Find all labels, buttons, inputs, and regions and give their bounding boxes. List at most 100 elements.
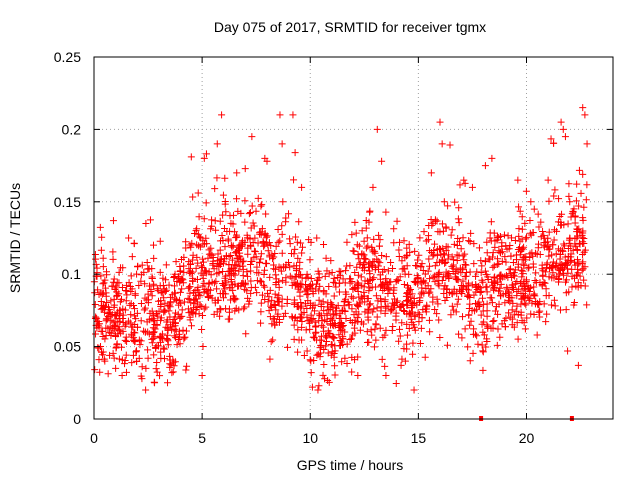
- data-point: [320, 307, 328, 315]
- data-point: [410, 323, 418, 331]
- data-point: [332, 307, 340, 315]
- data-point: [188, 308, 196, 316]
- data-point: [526, 216, 534, 224]
- data-point: [579, 258, 587, 266]
- data-point: [460, 256, 468, 264]
- data-point: [317, 342, 325, 350]
- data-point: [504, 288, 512, 296]
- data-point: [526, 229, 534, 237]
- data-point: [189, 304, 197, 312]
- data-point: [421, 270, 429, 278]
- data-point: [484, 276, 492, 284]
- data-point: [194, 259, 202, 267]
- data-point: [286, 235, 294, 243]
- data-point: [501, 253, 509, 261]
- data-point: [491, 243, 499, 251]
- data-point: [199, 312, 207, 320]
- data-point: [248, 133, 256, 141]
- data-point: [314, 267, 322, 275]
- data-point: [105, 328, 113, 336]
- data-point: [130, 240, 138, 248]
- data-point: [131, 291, 139, 299]
- data-point: [573, 225, 581, 233]
- data-point: [502, 258, 510, 266]
- data-point: [95, 323, 103, 331]
- data-point: [491, 277, 499, 285]
- x-axis-label: GPS time / hours: [297, 457, 404, 473]
- data-point: [507, 252, 515, 260]
- data-point: [486, 234, 494, 242]
- data-point: [109, 349, 117, 357]
- data-point: [475, 244, 483, 252]
- data-point: [494, 310, 502, 318]
- data-point: [286, 263, 294, 271]
- data-point: [372, 336, 380, 344]
- data-point: [355, 255, 363, 263]
- data-point: [360, 237, 368, 245]
- data-point: [121, 360, 129, 368]
- data-point: [377, 307, 385, 315]
- data-point: [105, 303, 113, 311]
- data-point: [442, 224, 450, 232]
- data-point: [254, 194, 262, 202]
- data-point: [171, 319, 179, 327]
- data-point: [412, 262, 420, 270]
- data-point: [583, 140, 591, 148]
- data-point: [417, 263, 425, 271]
- data-point: [473, 305, 481, 313]
- data-point: [187, 260, 195, 268]
- data-point: [444, 243, 452, 251]
- data-point: [480, 331, 488, 339]
- data-point: [162, 276, 170, 284]
- data-point: [229, 286, 237, 294]
- data-point: [298, 323, 306, 331]
- data-point: [151, 379, 159, 387]
- data-point: [272, 271, 280, 279]
- data-point: [381, 284, 389, 292]
- data-point: [372, 292, 380, 300]
- data-point: [403, 301, 411, 309]
- data-point: [503, 283, 511, 291]
- data-point: [350, 324, 358, 332]
- data-point: [564, 269, 572, 277]
- data-point: [406, 248, 414, 256]
- data-point: [250, 222, 258, 230]
- data-point: [98, 233, 106, 241]
- data-point: [185, 283, 193, 291]
- data-point: [374, 262, 382, 270]
- data-point: [164, 341, 172, 349]
- data-point: [411, 247, 419, 255]
- data-point: [132, 315, 140, 323]
- data-point: [439, 273, 447, 281]
- data-point: [354, 303, 362, 311]
- data-point: [126, 283, 134, 291]
- data-point: [565, 239, 573, 247]
- data-point: [509, 281, 517, 289]
- data-point: [341, 307, 349, 315]
- data-point: [480, 300, 488, 308]
- data-point: [440, 198, 448, 206]
- data-point: [351, 356, 359, 364]
- data-point: [431, 306, 439, 314]
- data-point: [216, 305, 224, 313]
- data-point: [508, 306, 516, 314]
- data-point: [335, 279, 343, 287]
- data-point: [205, 268, 213, 276]
- data-point: [215, 263, 223, 271]
- data-point: [95, 356, 103, 364]
- data-point: [213, 140, 221, 148]
- data-point: [247, 289, 255, 297]
- data-point: [104, 310, 112, 318]
- data-point: [393, 217, 401, 225]
- data-point: [508, 234, 516, 242]
- data-point: [337, 268, 345, 276]
- data-point: [421, 279, 429, 287]
- data-point: [176, 296, 184, 304]
- data-point: [365, 218, 373, 226]
- data-point: [513, 278, 521, 286]
- data-point: [550, 296, 558, 304]
- data-point: [262, 210, 270, 218]
- data-point: [571, 235, 579, 243]
- data-point: [308, 280, 316, 288]
- data-point: [305, 236, 313, 244]
